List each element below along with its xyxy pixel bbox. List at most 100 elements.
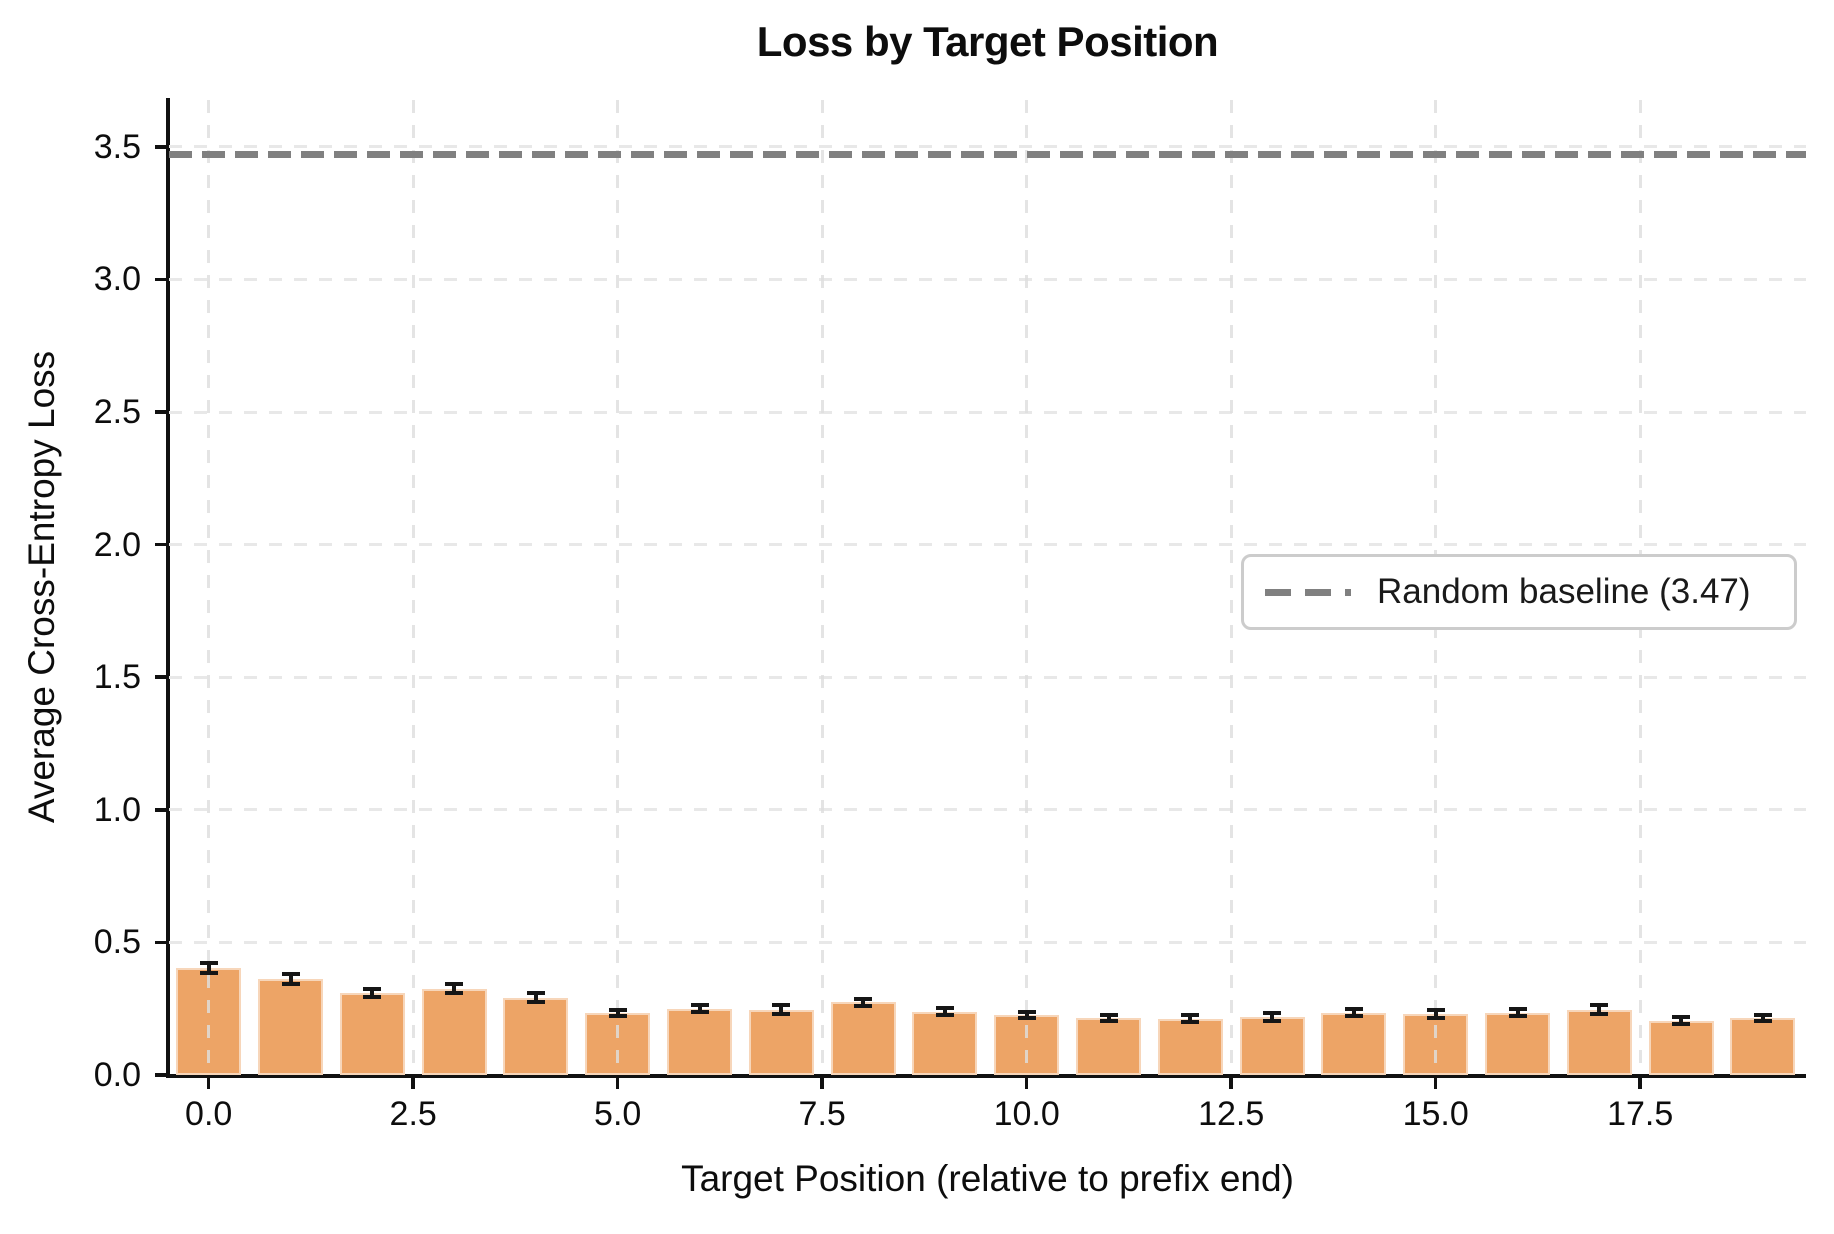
error-bar-cap-bottom <box>281 981 300 986</box>
error-bar-line <box>206 960 211 976</box>
error-bar <box>1672 1015 1691 1027</box>
error-bar-cap-bottom <box>1181 1020 1200 1025</box>
error-bar-cap-top <box>1099 1012 1118 1017</box>
error-bar-cap-bottom <box>854 1003 873 1008</box>
error-bar-cap-bottom <box>1508 1014 1527 1019</box>
x-gridline <box>411 100 415 1075</box>
y-tick-label: 3.5 <box>93 127 141 166</box>
error-bar-cap-bottom <box>199 971 218 976</box>
x-gridline <box>616 100 620 1075</box>
y-tick-label: 2.0 <box>93 525 141 564</box>
error-bar-cap-top <box>1753 1013 1772 1018</box>
chart-title: Loss by Target Position <box>756 18 1219 65</box>
bar <box>1321 1012 1387 1075</box>
error-bar-cap-top <box>281 972 300 977</box>
x-tick <box>206 1075 211 1089</box>
y-tick <box>155 1073 169 1077</box>
error-bar <box>1753 1013 1772 1023</box>
error-bar-line <box>615 1007 620 1018</box>
x-tick-label: 15.0 <box>1402 1095 1469 1133</box>
x-tick <box>615 1075 620 1089</box>
error-bar-cap-top <box>199 960 218 965</box>
error-bar <box>1590 1003 1609 1016</box>
error-bar-line <box>861 996 866 1008</box>
error-bar <box>1017 1009 1036 1020</box>
error-bar <box>935 1006 954 1018</box>
error-bar-line <box>1515 1006 1520 1019</box>
error-bar <box>690 1003 709 1015</box>
error-bar-cap-bottom <box>1344 1014 1363 1019</box>
y-tick-label: 3.0 <box>93 260 141 299</box>
error-bar-cap-bottom <box>1426 1016 1445 1021</box>
x-axis-label: Target Position (relative to prefix end) <box>681 1158 1294 1199</box>
x-gridline <box>820 100 824 1075</box>
x-tick <box>1638 1075 1642 1089</box>
x-tick-label: 17.5 <box>1607 1095 1674 1133</box>
error-bar-cap-bottom <box>772 1011 791 1016</box>
error-bar-cap-top <box>445 981 464 986</box>
error-bar-line <box>779 1003 784 1016</box>
error-bar <box>1426 1007 1445 1021</box>
error-bar-cap-top <box>1672 1015 1691 1020</box>
error-bar-cap-top <box>690 1003 709 1008</box>
error-bar <box>1099 1012 1118 1023</box>
x-tick <box>1229 1075 1233 1089</box>
bar <box>421 988 487 1075</box>
legend: Random baseline (3.47) <box>1241 554 1797 630</box>
bar <box>1239 1016 1305 1075</box>
error-bar-cap-top <box>1426 1007 1445 1012</box>
y-gridline <box>169 940 1806 944</box>
x-tick-label: 0.0 <box>185 1095 233 1133</box>
error-bar-cap-top <box>1263 1010 1282 1015</box>
error-bar-line <box>1106 1012 1111 1023</box>
error-bar-line <box>1597 1003 1602 1016</box>
error-bar <box>1181 1013 1200 1025</box>
error-bar-cap-top <box>854 996 873 1001</box>
y-gridline <box>169 543 1806 547</box>
bar <box>1157 1018 1223 1075</box>
error-bar-line <box>1760 1013 1765 1023</box>
bar <box>339 992 405 1075</box>
error-bar-cap-bottom <box>935 1013 954 1018</box>
y-tick <box>155 940 169 945</box>
error-bar-cap-bottom <box>445 991 464 996</box>
dashed-line-icon <box>1265 588 1351 596</box>
x-tick-label: 12.5 <box>1198 1095 1265 1133</box>
error-bar-cap-top <box>1590 1003 1609 1008</box>
y-gridline <box>169 410 1806 414</box>
y-tick <box>155 277 169 282</box>
error-bar-line <box>533 990 538 1005</box>
error-bar-cap-bottom <box>1099 1018 1118 1023</box>
error-bar <box>608 1007 627 1018</box>
bar <box>748 1009 814 1075</box>
x-tick-label: 7.5 <box>798 1095 846 1133</box>
x-tick-label: 5.0 <box>594 1095 642 1133</box>
error-bar <box>854 996 873 1008</box>
x-tick-label: 10.0 <box>993 1095 1060 1133</box>
error-bar-cap-bottom <box>1753 1018 1772 1023</box>
x-axis-spine <box>166 1074 1806 1078</box>
y-tick <box>155 145 169 149</box>
error-bar-cap-bottom <box>1263 1018 1282 1023</box>
x-tick <box>1433 1075 1438 1089</box>
error-bar <box>772 1003 791 1016</box>
random-baseline-line <box>169 151 1806 159</box>
error-bar-cap-bottom <box>526 1000 545 1005</box>
y-tick-label: 1.0 <box>93 790 141 829</box>
error-bar-cap-top <box>608 1007 627 1012</box>
y-gridline <box>169 675 1806 679</box>
error-bar-cap-bottom <box>690 1010 709 1015</box>
error-bar-cap-top <box>1344 1007 1363 1012</box>
y-tick <box>155 675 169 679</box>
y-axis-spine <box>166 98 170 1078</box>
error-bar-line <box>1270 1010 1275 1023</box>
error-bar <box>526 990 545 1005</box>
error-bar-line <box>1351 1007 1356 1019</box>
x-tick <box>1024 1075 1029 1089</box>
y-tick <box>155 808 169 812</box>
error-bar-line <box>697 1003 702 1015</box>
bar <box>912 1011 978 1075</box>
error-bar-line <box>1433 1007 1438 1021</box>
error-bar-cap-bottom <box>1017 1015 1036 1020</box>
